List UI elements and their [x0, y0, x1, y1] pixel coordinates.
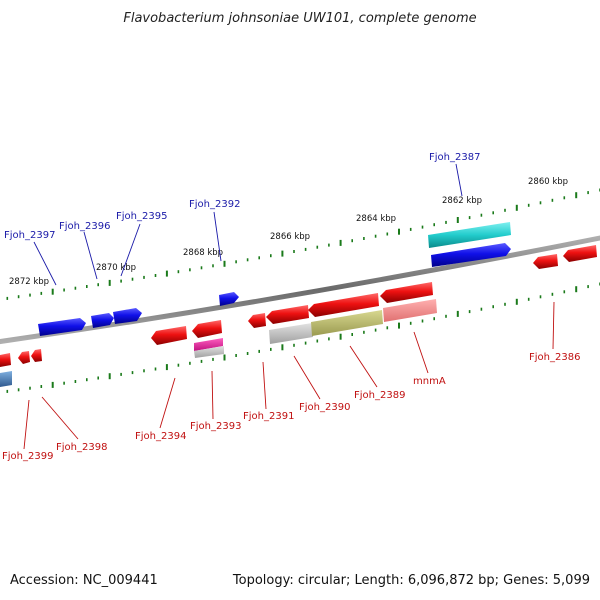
leader-fjoh-2397: [33, 241, 57, 286]
lower-tick-track: [6, 282, 600, 393]
label-fjoh-2387[interactable]: Fjoh_2387: [429, 152, 480, 163]
upper-tick-track: [6, 188, 600, 300]
leader-fjoh-2393: [211, 370, 214, 420]
leader-fjoh-2391: [262, 361, 267, 410]
leader-fjoh-2396: [83, 231, 98, 280]
label-fjoh-2392[interactable]: Fjoh_2392: [189, 199, 240, 210]
gene-arrow-far-left-1[interactable]: [0, 353, 11, 367]
label-fjoh-2399[interactable]: Fjoh_2399: [2, 451, 53, 462]
scale-label-2862: 2862 kbp: [442, 196, 482, 206]
scale-label-2866: 2866 kbp: [270, 232, 310, 242]
leader-fjoh-2389: [349, 345, 378, 388]
leader-fjoh-2390: [293, 355, 321, 400]
gene-arrow-mnma[interactable]: [380, 282, 433, 303]
gene-arrow-2386-left[interactable]: [533, 254, 558, 269]
label-fjoh-2393[interactable]: Fjoh_2393: [190, 421, 241, 432]
gene-band-mnma-pink: [383, 299, 437, 322]
label-fjoh-2394[interactable]: Fjoh_2394: [135, 431, 186, 442]
label-fjoh-2386[interactable]: Fjoh_2386: [529, 352, 580, 363]
gene-arrow-fjoh-2392[interactable]: [219, 292, 239, 306]
label-mnma[interactable]: mnmA: [413, 376, 446, 387]
leader-mnma: [413, 331, 429, 374]
label-fjoh-2396[interactable]: Fjoh_2396: [59, 221, 110, 232]
gene-arrow-fjoh-2391[interactable]: [248, 313, 266, 328]
map-title: Flavobacterium johnsoniae UW101, complet…: [123, 11, 476, 26]
accession-text: Accession: NC_009441: [10, 573, 158, 588]
gene-band-fjoh-2393-grey: [194, 346, 224, 358]
label-fjoh-2395[interactable]: Fjoh_2395: [116, 211, 167, 222]
label-fjoh-2397[interactable]: Fjoh_2397: [4, 230, 55, 241]
reverse-genes: [0, 245, 597, 387]
gene-band-far-left-blue: [0, 371, 12, 387]
forward-genes: [38, 222, 511, 336]
scale-label-2860: 2860 kbp: [528, 177, 568, 187]
leader-fjoh-2395: [120, 223, 141, 277]
gene-arrow-fjoh-2396[interactable]: [91, 313, 114, 328]
label-fjoh-2390[interactable]: Fjoh_2390: [299, 402, 350, 413]
gene-arrow-fjoh-2386[interactable]: [563, 245, 597, 262]
leader-fjoh-2386: [552, 301, 555, 350]
gene-arrow-fjoh-2399[interactable]: [18, 351, 30, 364]
scale-label-2870: 2870 kbp: [96, 263, 136, 273]
leader-fjoh-2387: [455, 163, 463, 197]
label-fjoh-2398[interactable]: Fjoh_2398: [56, 442, 107, 453]
label-fjoh-2391[interactable]: Fjoh_2391: [243, 411, 294, 422]
gene-band-fjoh-2387-cds[interactable]: [428, 222, 511, 248]
leader-lines: [23, 163, 555, 450]
leader-fjoh-2398: [41, 396, 79, 440]
scale-label-2864: 2864 kbp: [356, 214, 396, 224]
scale-label-2872: 2872 kbp: [9, 277, 49, 287]
leader-fjoh-2392: [213, 211, 222, 262]
gene-arrow-fjoh-2398[interactable]: [31, 349, 42, 362]
label-fjoh-2389[interactable]: Fjoh_2389: [354, 390, 405, 401]
gene-arrow-fjoh-2394[interactable]: [151, 326, 187, 345]
gene-arrow-fjoh-2387[interactable]: [431, 243, 511, 267]
gene-labels: Fjoh_2397 Fjoh_2396 Fjoh_2395 Fjoh_2392 …: [2, 152, 580, 462]
gene-arrow-fjoh-2395[interactable]: [113, 308, 142, 324]
leader-fjoh-2399: [23, 399, 30, 450]
gene-arrow-fjoh-2397[interactable]: [38, 318, 86, 336]
topology-text: Topology: circular; Length: 6,096,872 bp…: [232, 573, 590, 588]
gene-band-fjoh-2393-magenta: [194, 338, 223, 351]
gene-band-fjoh-2389-olive: [311, 310, 383, 336]
gene-arrow-fjoh-2393[interactable]: [192, 320, 222, 338]
gene-band-fjoh-2390-grey: [269, 323, 313, 344]
leader-fjoh-2394: [159, 377, 176, 429]
scale-label-2868: 2868 kbp: [183, 248, 223, 258]
gene-arrow-fjoh-2390[interactable]: [266, 305, 309, 324]
gene-arrow-fjoh-2389[interactable]: [308, 293, 379, 317]
